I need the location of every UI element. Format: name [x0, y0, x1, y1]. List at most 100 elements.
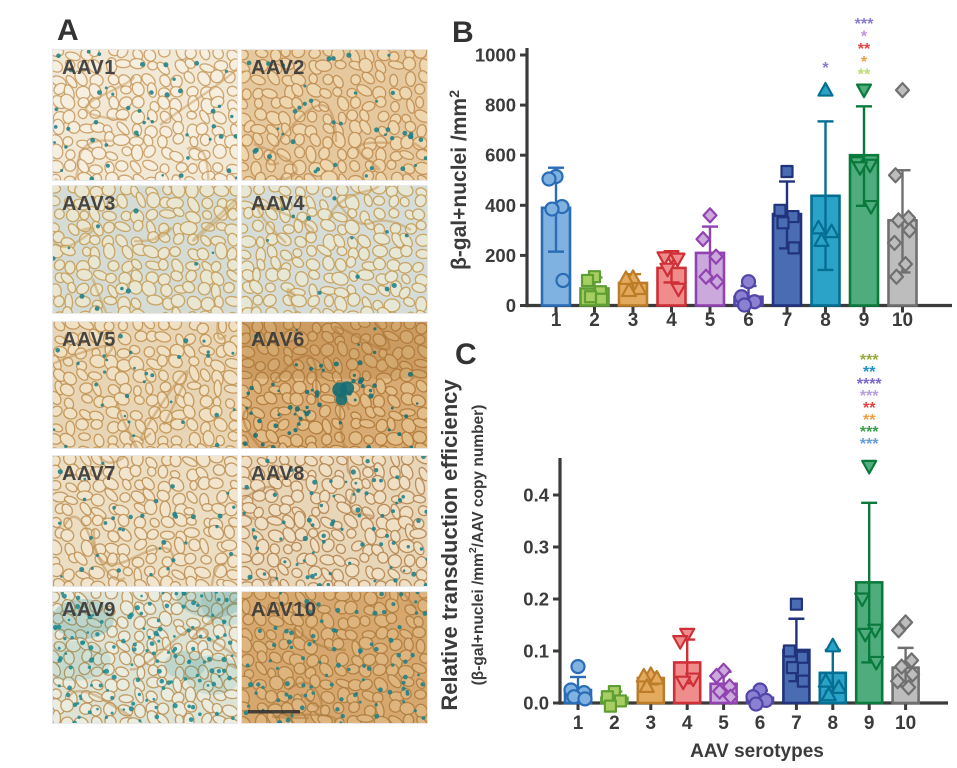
chart-c-point-9 [857, 627, 874, 643]
micrograph-image [242, 50, 427, 180]
chart-c-point-9 [854, 592, 871, 608]
micrograph-image [53, 186, 237, 313]
micrograph-aav6: AAV6 [242, 322, 427, 448]
micrograph-label: AAV9 [62, 599, 116, 621]
chart-b-points-3 [617, 269, 648, 298]
chart-c-point-9 [861, 459, 878, 475]
chart-b-point-2 [594, 292, 609, 306]
panel-a-label: A [57, 14, 79, 47]
chart-c-x-axis-label: AAV serotypes [690, 741, 824, 762]
chart-b-point-7 [773, 203, 787, 217]
chart-b-stars: ** [858, 41, 871, 58]
chart-b-point-4 [656, 251, 673, 267]
chart-c-x-tick-label: 9 [864, 713, 875, 734]
chart-b-y-tick-label: 600 [485, 145, 516, 166]
chart-b-x-tick-label: 9 [859, 310, 870, 331]
chart-b-point-7 [776, 216, 790, 230]
chart-c-point-8 [820, 686, 837, 702]
chart-c-x-tick-label: 5 [718, 713, 729, 734]
chart-b-point-10 [897, 256, 914, 273]
micrograph-aav5: AAV5 [53, 322, 237, 448]
chart-b-x-tick-label: 5 [705, 310, 716, 331]
chart-b-y-tick-label: 1000 [475, 45, 516, 66]
chart-c-stars: ** [863, 400, 876, 417]
chart-b-point-4 [659, 262, 676, 278]
panel-b-label: B [452, 16, 474, 49]
chart-b-point-1 [544, 201, 560, 217]
micrograph-image [242, 592, 427, 723]
micrograph-label: AAV6 [251, 329, 305, 351]
chart-c-point-5 [709, 667, 725, 685]
chart-c-point-8 [824, 637, 841, 653]
chart-c-y-tick-label: 0.0 [523, 693, 549, 714]
chart-b-point-5 [708, 248, 724, 265]
chart-c-stars: *** [860, 436, 879, 453]
chart-b-points-1 [541, 168, 571, 289]
chart-c-x-tick-label: 10 [895, 713, 916, 734]
chart-b-x-tick-label: 7 [782, 310, 793, 331]
chart-b-stars: * [861, 29, 868, 46]
chart-b-point-10 [888, 268, 905, 285]
chart-b-point-10 [886, 234, 903, 251]
chart-c-y-tick-label: 0.1 [523, 641, 549, 662]
chart-b-point-3 [630, 280, 648, 296]
chart-b-point-8 [823, 223, 840, 239]
chart-b-y-tick-label: 400 [485, 195, 516, 216]
chart-c-point-5 [723, 688, 739, 705]
chart-b-point-2 [583, 290, 598, 304]
panel-c-label: C [455, 338, 477, 371]
chart-b-points-8 [810, 81, 840, 247]
chart-c-point-1 [577, 691, 593, 707]
chart-c-points-8 [817, 637, 847, 702]
chart-c-point-10 [905, 666, 921, 683]
chart-b-point-4 [670, 282, 687, 298]
chart-c-point-10 [891, 622, 907, 639]
chart-c-points-2 [600, 684, 628, 713]
micrograph-aav8: AAV8 [242, 456, 427, 586]
micrograph-aav7: AAV7 [53, 456, 237, 586]
chart-b-point-6 [740, 274, 757, 290]
chart-b-x-tick-label: 3 [628, 310, 639, 331]
chart-b-point-5 [702, 207, 718, 224]
chart-b-point-10 [894, 81, 911, 99]
chart-c-point-1 [570, 658, 586, 675]
chart-c-points-7 [782, 597, 811, 688]
micrograph-label: AAV8 [251, 463, 305, 485]
chart-b-points-4 [656, 250, 687, 298]
chart-b-point-9 [862, 199, 880, 215]
micrograph-aav3: AAV3 [53, 186, 237, 313]
chart-b-point-4 [669, 252, 686, 268]
micrograph-label: AAV10 [251, 599, 317, 621]
chart-c-stars: *** [860, 424, 879, 441]
chart-c-point-10 [894, 658, 910, 675]
chart-c-points-10 [890, 614, 921, 696]
chart-b-stars: * [861, 54, 868, 71]
chart-c-y-axis-label: Relative transduction efficiency [437, 379, 462, 711]
chart-c-x-tick-label: 6 [755, 713, 766, 734]
chart-b-point-7 [780, 164, 794, 179]
chart-c-point-3 [635, 667, 652, 683]
chart-c-points-9 [854, 459, 885, 671]
chart-b-point-3 [617, 270, 635, 286]
chart-c-point-7 [795, 650, 810, 664]
micrograph-image [53, 50, 237, 180]
chart-b-point-1 [541, 171, 557, 187]
chart-c-y-axis-label: (β-gal+nuclei /mm2​/AAV copy number) [467, 405, 487, 686]
micrograph-aav4: AAV4 [242, 186, 427, 313]
chart-b-stars: * [822, 60, 829, 77]
chart-c-point-7 [796, 674, 811, 688]
chart-c-x-tick-label: 2 [609, 713, 620, 734]
chart-b-point-6 [736, 297, 753, 313]
chart-b-y-tick-label: 200 [485, 245, 516, 266]
chart-c-point-4 [675, 675, 692, 691]
chart-b-y-tick-label: 800 [485, 95, 516, 116]
chart-b-stars: *** [855, 16, 874, 33]
chart-b-points-5 [695, 207, 725, 290]
micrograph-aav2: AAV2 [242, 50, 427, 180]
chart-b-point-10 [887, 167, 904, 184]
chart-b-point-10 [901, 222, 918, 239]
chart-b-point-8 [810, 219, 827, 235]
